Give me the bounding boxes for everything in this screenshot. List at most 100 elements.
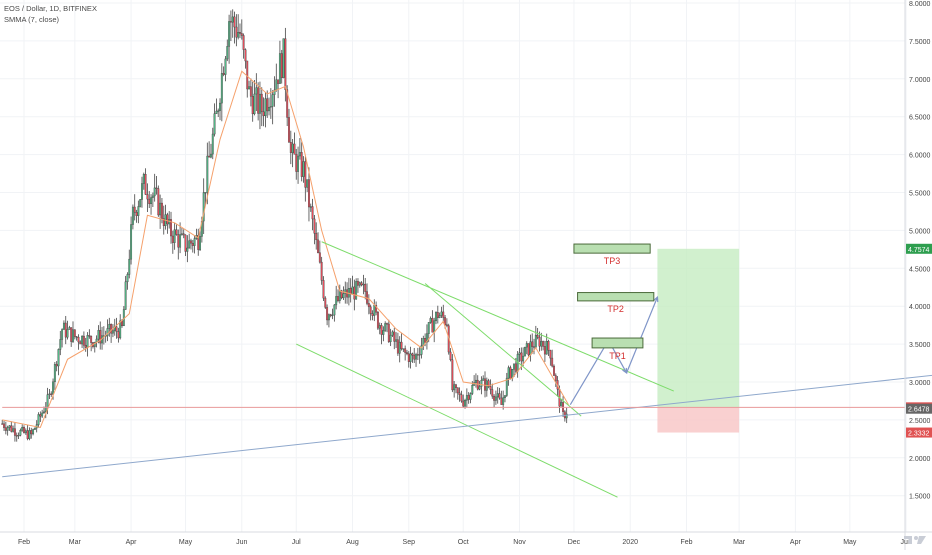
candle-body: [327, 314, 330, 321]
stop-loss-zone: [657, 407, 740, 433]
candle-body: [295, 154, 298, 172]
candle-body: [369, 306, 372, 314]
candle-body: [376, 311, 379, 329]
candle-body: [110, 323, 113, 334]
candle-body: [41, 412, 44, 417]
candle-body: [324, 297, 327, 308]
candle-body: [215, 110, 218, 114]
candle-body: [66, 329, 69, 338]
x-tick-label: Jul: [292, 539, 301, 546]
candle-body: [543, 346, 546, 355]
candle-body: [135, 212, 138, 216]
candle-body: [13, 428, 16, 436]
candle-body: [282, 38, 285, 78]
candle-body: [81, 335, 84, 345]
candle-body: [545, 340, 548, 355]
candle-body: [166, 214, 169, 225]
candle-body: [351, 286, 354, 295]
trend-support: [2, 374, 932, 478]
candle-body: [173, 229, 176, 243]
candle-body: [462, 400, 465, 407]
candle-body: [406, 352, 408, 355]
candle-body: [148, 198, 151, 205]
candle-body: [62, 322, 65, 330]
candle-body: [393, 331, 396, 342]
candle-body: [489, 386, 492, 390]
candle-body: [331, 314, 334, 316]
candle-body: [17, 435, 20, 437]
candle-body: [28, 430, 31, 439]
candle-body: [264, 98, 267, 117]
candle-body: [460, 394, 463, 402]
candle-body: [347, 287, 350, 298]
candle-body: [235, 26, 238, 38]
candle-body: [220, 73, 223, 104]
candle-body: [180, 233, 183, 235]
candle-body: [255, 87, 258, 95]
candle-body: [514, 363, 517, 372]
candle-body: [326, 307, 329, 321]
candle-body: [39, 414, 42, 417]
candle-body: [159, 202, 162, 216]
candle-body: [371, 313, 374, 316]
channel-inner: [424, 283, 582, 417]
candle-body: [77, 336, 80, 343]
candle-body: [271, 94, 274, 107]
candle-body: [407, 353, 410, 362]
y-tick-label: 7.0000: [909, 77, 931, 84]
candle-body: [420, 345, 423, 355]
candle-body: [70, 327, 73, 342]
candle-body: [542, 341, 545, 347]
price-label-badge: [906, 243, 932, 254]
candle-body: [217, 110, 220, 112]
candle-body: [540, 341, 543, 347]
candle-body: [451, 359, 454, 391]
y-tick-label: 5.5000: [909, 191, 931, 198]
chart-title: EOS / Dollar, 1D, BITFINEX: [4, 4, 97, 13]
candle-body: [496, 393, 499, 398]
target-label: TP2: [607, 304, 624, 314]
candle-body: [162, 218, 165, 227]
candle-body: [382, 330, 385, 335]
candle-body: [253, 93, 256, 115]
candle-body: [73, 329, 76, 337]
smma-line: [2, 70, 569, 429]
candle-body: [24, 430, 27, 433]
candle-body: [431, 318, 434, 333]
candle-body: [425, 333, 428, 343]
candle-body: [386, 323, 388, 325]
candle-body: [68, 327, 71, 330]
candle-body: [373, 304, 376, 316]
candle-body: [458, 392, 461, 395]
candle-body: [202, 192, 205, 222]
candle-body: [208, 155, 211, 158]
candle-body: [131, 206, 134, 225]
tradingview-logo-icon: [904, 536, 926, 544]
y-tick-label: 1.5000: [909, 494, 931, 501]
candle-body: [275, 79, 278, 91]
x-tick-label: Sep: [403, 539, 416, 546]
candle-body: [469, 393, 472, 400]
candle-body: [353, 286, 356, 300]
candle-body: [1, 423, 4, 425]
candle-body: [251, 96, 254, 115]
candle-body: [453, 384, 456, 391]
x-tick-label: Feb: [18, 539, 30, 546]
candle-body: [188, 240, 191, 249]
candle-body: [260, 93, 263, 113]
candle-body: [484, 378, 486, 391]
candle-body: [57, 349, 60, 367]
candle-body: [268, 107, 270, 112]
candle-body: [413, 354, 416, 360]
candle-body: [549, 350, 552, 359]
candle-body: [262, 111, 265, 117]
candle-body: [504, 395, 506, 398]
candle-body: [440, 311, 443, 316]
chart-legend: EOS / Dollar, 1D, BITFINEX SMMA (7, clos…: [4, 3, 97, 25]
candle-body: [284, 38, 287, 90]
candle-body: [141, 183, 143, 200]
candle-body: [409, 353, 412, 362]
x-tick-label: Aug: [346, 539, 359, 546]
